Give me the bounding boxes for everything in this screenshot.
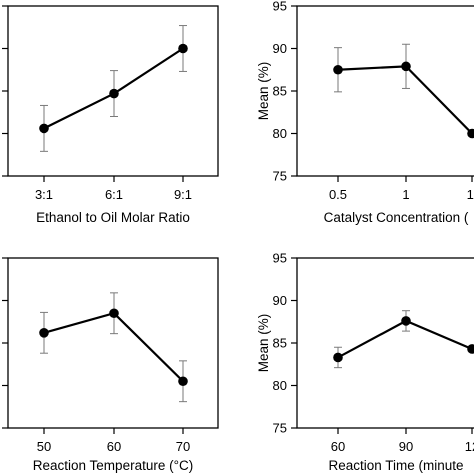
x-tick-label: 60	[331, 439, 345, 454]
data-point	[333, 64, 343, 75]
data-point	[109, 308, 119, 319]
data-point	[109, 88, 119, 99]
data-point	[467, 344, 474, 354]
x-tick-label: 50	[37, 439, 51, 454]
y-tick-label: 75	[273, 169, 287, 184]
y-tick-label: 85	[273, 336, 287, 351]
data-point	[467, 128, 474, 139]
data-point	[401, 316, 411, 326]
y-tick-label: 80	[273, 126, 287, 141]
chart-panel-4: 75 80 85 90 95 60 90 12Reaction Time (minute Mea…	[256, 251, 474, 473]
x-tick-label: 12	[465, 439, 474, 454]
x-tick-label: 9:1	[174, 187, 192, 202]
data-point	[178, 376, 188, 387]
x-axis-title: Reaction Time (minute	[328, 458, 463, 473]
y-axis-title: Mean (%)	[256, 314, 271, 373]
y-tick-label: 80	[273, 378, 287, 393]
x-tick-label: 3:1	[35, 187, 53, 202]
x-axis-title: Ethanol to Oil Molar Ratio	[36, 210, 190, 225]
y-tick-label: 75	[273, 421, 287, 436]
y-tick-label: 85	[273, 84, 287, 99]
data-point	[333, 352, 343, 363]
x-tick-label: 0.5	[329, 187, 347, 202]
data-point	[39, 123, 49, 134]
x-tick-label: 1	[402, 187, 409, 202]
y-tick-label: 90	[273, 41, 287, 56]
series-line	[337, 65, 473, 135]
plot-frame	[7, 257, 219, 429]
x-tick-label: 1.	[467, 187, 474, 202]
chart-panel-3: 50 60 70 Reaction Temperature (°C)	[2, 257, 219, 473]
chart-panel-1: 3:1 6:1 9:1 Ethanol to Oil Molar Ratio	[2, 5, 219, 225]
y-tick-label: 90	[273, 293, 287, 308]
y-tick-label: 95	[273, 251, 287, 266]
plot-frame	[296, 5, 474, 177]
x-tick-label: 60	[107, 439, 121, 454]
y-axis-title: Mean (%)	[256, 62, 271, 121]
y-tick-label: 95	[273, 0, 287, 14]
x-tick-label: 6:1	[105, 187, 123, 202]
x-axis-title: Reaction Temperature (°C)	[33, 458, 193, 473]
series-line	[337, 319, 473, 359]
x-axis-title: Catalyst Concentration (	[324, 210, 469, 225]
chart-panel-2: 75 80 85 90 95 0.5 1 1. Catalyst Concentration (…	[256, 0, 474, 225]
data-point	[39, 328, 49, 338]
plot-frame	[296, 257, 474, 429]
data-point	[401, 61, 411, 72]
data-point	[178, 43, 188, 54]
x-tick-label: 90	[399, 439, 413, 454]
x-tick-label: 70	[176, 439, 190, 454]
